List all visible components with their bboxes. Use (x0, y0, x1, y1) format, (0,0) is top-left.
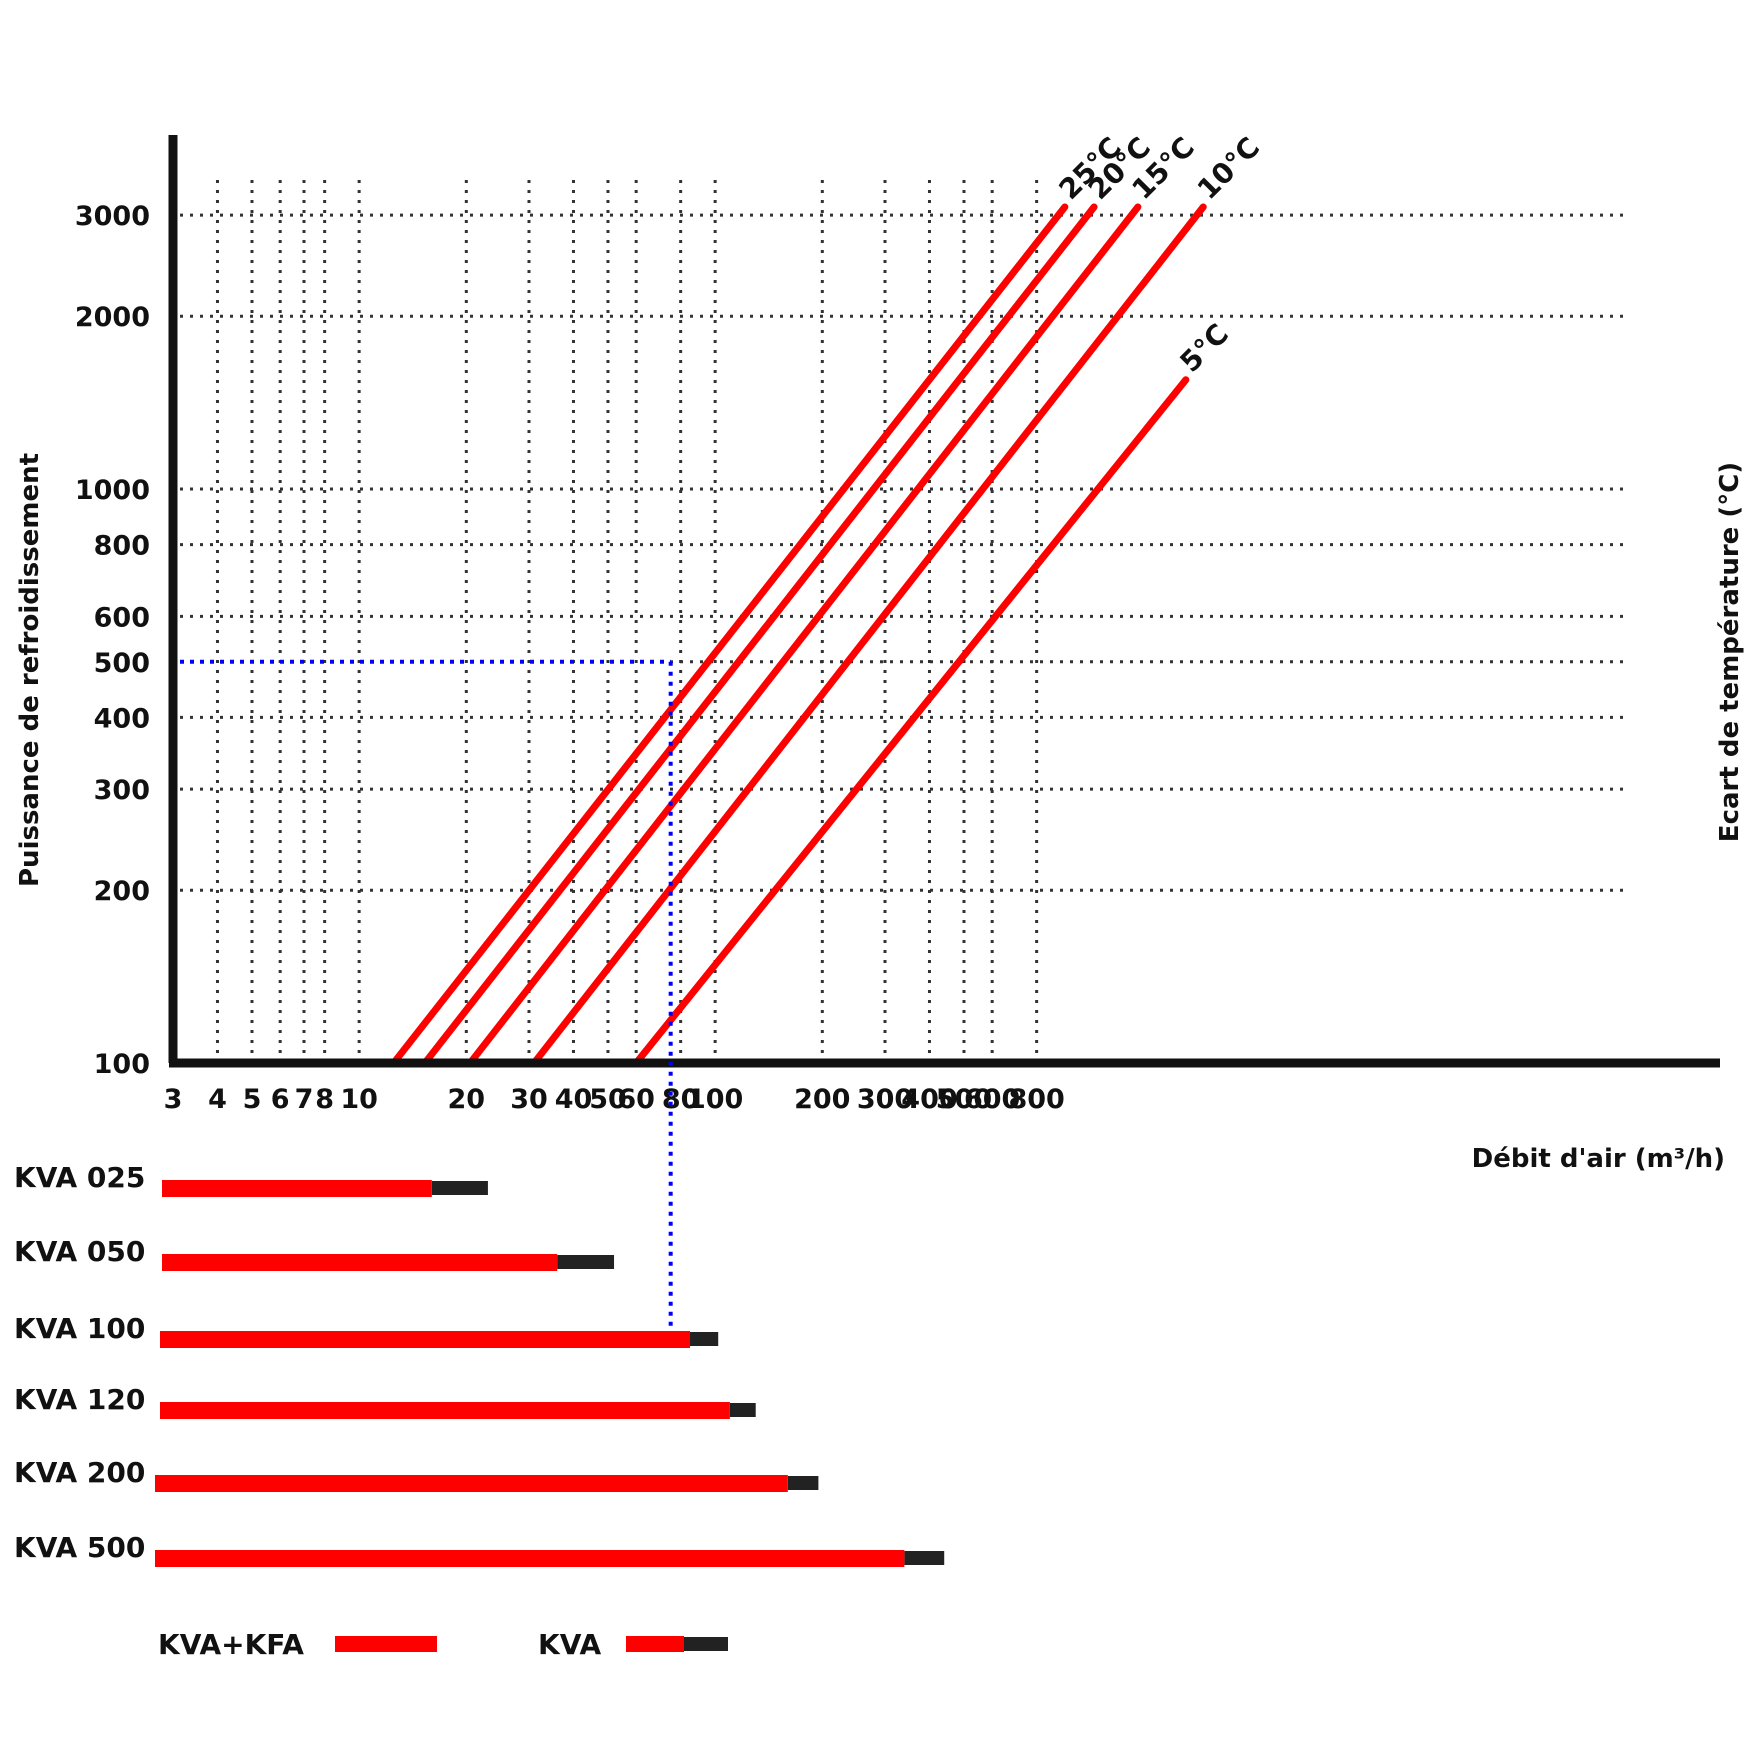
kva-label-3: KVA 120 (14, 1383, 145, 1416)
y-tick-3000: 3000 (75, 201, 150, 232)
kva-label-4: KVA 200 (14, 1456, 145, 1489)
kva-label-5: KVA 500 (14, 1531, 145, 1564)
temp-label-4: 10°C (1191, 131, 1266, 206)
y-tick-200: 200 (94, 876, 150, 907)
y-tick-1000: 1000 (75, 475, 150, 506)
y-tick-400: 400 (94, 703, 150, 734)
x-tick-4: 4 (208, 1084, 227, 1115)
y-tick-300: 300 (94, 775, 150, 806)
legend-kva-label: KVA (538, 1628, 601, 1661)
kva-label-2: KVA 100 (14, 1312, 145, 1345)
x-tick-400: 400 (901, 1084, 957, 1115)
chart-grid (180, 180, 1630, 1060)
kva-bar-black-3 (729, 1403, 756, 1417)
temp-line-2 (421, 203, 1098, 1067)
temp-label-5: 5°C (1173, 317, 1235, 379)
y-tick-100: 100 (94, 1049, 150, 1080)
x-tick-3: 3 (164, 1084, 183, 1115)
legend-kva-swatch-red (626, 1636, 684, 1652)
x-tick-800: 800 (1008, 1084, 1064, 1115)
kva-bar-red-2 (160, 1331, 691, 1348)
legend-kva-kfa-swatch (335, 1636, 437, 1652)
temp-line-5 (632, 376, 1190, 1067)
x-tick-6: 6 (271, 1084, 290, 1115)
legend-kva-swatch-black (684, 1637, 728, 1651)
x-tick-500: 500 (936, 1084, 992, 1115)
x-axis-label: Débit d'air (m³/h) (1472, 1144, 1725, 1174)
kva-bar-black-5 (904, 1551, 945, 1565)
temperature-lines: 25°C20°C15°C10°C5°C (390, 131, 1266, 1067)
x-tick-30: 30 (510, 1084, 548, 1115)
right-axis-label: Ecart de température (°C) (1715, 462, 1745, 842)
x-tick-20: 20 (448, 1084, 486, 1115)
x-tick-100: 100 (687, 1084, 743, 1115)
chart-axes (168, 135, 1720, 1068)
temp-line-1 (390, 203, 1069, 1067)
kva-bar-red-5 (155, 1550, 905, 1567)
kva-label-1: KVA 050 (14, 1235, 145, 1268)
kva-bar-red-0 (162, 1180, 432, 1197)
x-tick-40: 40 (555, 1084, 593, 1115)
kva-bars: KVA 025 KVA 050 KVA 100 KVA 120 KVA 200 KVA 5… (14, 1161, 945, 1567)
x-tick-600: 600 (964, 1084, 1020, 1115)
legend: KVA+KFA KVA (158, 1628, 728, 1661)
y-tick-800: 800 (94, 531, 150, 562)
x-tick-8: 8 (315, 1084, 334, 1115)
example-guide (180, 659, 673, 1335)
kva-bar-black-0 (431, 1181, 488, 1195)
kva-bar-red-3 (160, 1402, 730, 1419)
y-tick-labels: 100 200 300 400 500 600 800 1000 2000 3000 (75, 201, 150, 1080)
x-tick-5: 5 (243, 1084, 262, 1115)
y-tick-500: 500 (94, 648, 150, 679)
temp-line-3 (466, 203, 1142, 1067)
kva-bar-black-2 (690, 1332, 719, 1346)
x-tick-10: 10 (340, 1084, 378, 1115)
x-tick-7: 7 (295, 1084, 314, 1115)
x-tick-50: 50 (589, 1084, 627, 1115)
temp-line-4 (530, 203, 1207, 1067)
kva-label-0: KVA 025 (14, 1161, 145, 1194)
kva-bar-red-4 (155, 1475, 788, 1492)
x-tick-200: 200 (794, 1084, 850, 1115)
x-tick-300: 300 (857, 1084, 913, 1115)
y-tick-2000: 2000 (75, 302, 150, 333)
kva-bar-black-1 (557, 1255, 615, 1269)
kva-bar-black-4 (787, 1476, 819, 1490)
kva-bar-red-1 (162, 1254, 558, 1271)
y-axis-label: Puissance de refroidissement (15, 453, 45, 887)
legend-kva-kfa-label: KVA+KFA (158, 1628, 304, 1661)
y-tick-600: 600 (94, 602, 150, 633)
x-tick-60: 60 (617, 1084, 655, 1115)
x-tick-80: 80 (662, 1084, 700, 1115)
